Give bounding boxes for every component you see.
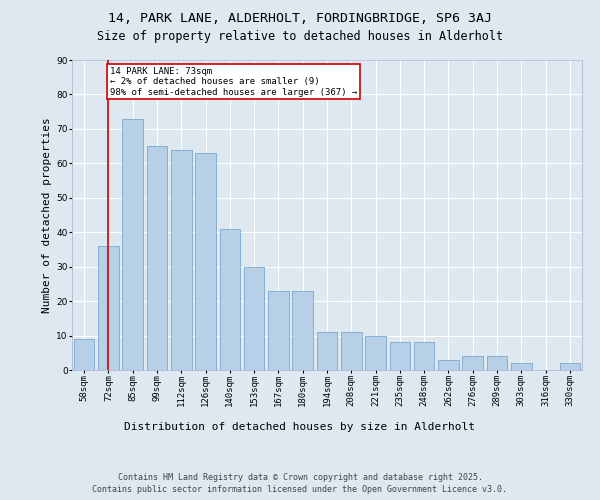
Bar [341, 332, 362, 370]
Text: 14 PARK LANE: 73sqm
← 2% of detached houses are smaller (9)
98% of semi-detached: 14 PARK LANE: 73sqm ← 2% of detached hou… [110, 67, 357, 96]
Text: Contains HM Land Registry data © Crown copyright and database right 2025.
Contai: Contains HM Land Registry data © Crown c… [92, 472, 508, 494]
Bar [463, 356, 483, 370]
Bar [98, 246, 119, 370]
Bar [560, 363, 580, 370]
Bar [171, 150, 191, 370]
Bar [414, 342, 434, 370]
Text: Size of property relative to detached houses in Alderholt: Size of property relative to detached ho… [97, 30, 503, 43]
Bar [511, 363, 532, 370]
Bar [389, 342, 410, 370]
Y-axis label: Number of detached properties: Number of detached properties [42, 117, 52, 313]
Text: 14, PARK LANE, ALDERHOLT, FORDINGBRIDGE, SP6 3AJ: 14, PARK LANE, ALDERHOLT, FORDINGBRIDGE,… [108, 12, 492, 26]
Bar [146, 146, 167, 370]
Bar [365, 336, 386, 370]
Bar [195, 153, 216, 370]
Bar [122, 118, 143, 370]
Bar [292, 291, 313, 370]
Bar [317, 332, 337, 370]
Bar [220, 229, 240, 370]
Text: Distribution of detached houses by size in Alderholt: Distribution of detached houses by size … [125, 422, 476, 432]
Bar [74, 339, 94, 370]
Bar [487, 356, 508, 370]
Bar [438, 360, 459, 370]
Bar [244, 266, 265, 370]
Bar [268, 291, 289, 370]
